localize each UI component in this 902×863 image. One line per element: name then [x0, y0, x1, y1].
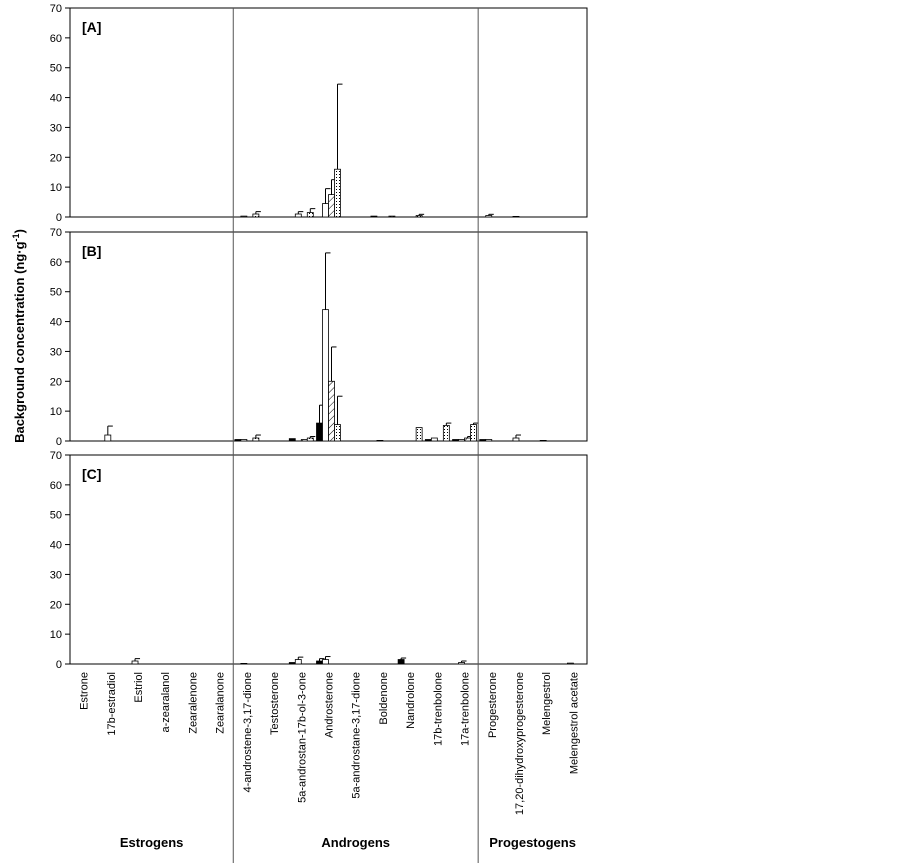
bar — [415, 215, 423, 218]
bar — [512, 216, 520, 218]
x-tick-label: 17b-trenbolone — [432, 672, 444, 746]
x-tick-label: Zearalenone — [187, 672, 199, 734]
bar — [294, 659, 302, 665]
y-tick-label: 50 — [50, 287, 62, 299]
bar — [397, 659, 405, 665]
x-tick-label: Nandrolone — [405, 672, 417, 729]
bar — [288, 438, 296, 442]
group-label: Progestogens — [489, 835, 576, 850]
bar — [415, 427, 423, 442]
bar — [566, 662, 574, 665]
bar — [328, 380, 335, 442]
y-tick-label: 10 — [50, 629, 62, 641]
y-tick-label: 50 — [50, 63, 62, 75]
y-tick-label: 30 — [50, 569, 62, 581]
bar — [512, 437, 520, 442]
x-tick-label: Zearalanone — [215, 672, 227, 734]
bar — [470, 424, 477, 442]
bar — [316, 660, 323, 665]
bar — [240, 215, 248, 218]
y-tick-label: 60 — [50, 257, 62, 269]
x-tick-label: Melengestrol acetate — [568, 672, 580, 774]
y-tick-label: 0 — [56, 212, 62, 224]
bar — [234, 439, 242, 442]
bar — [424, 439, 432, 442]
y-tick-label: 30 — [50, 122, 62, 134]
panel-label: [A] — [82, 19, 101, 35]
bar — [252, 437, 260, 442]
group-label: Androgens — [321, 835, 390, 850]
bar — [452, 439, 459, 442]
bar — [294, 213, 302, 218]
bar — [430, 437, 438, 442]
panel-label: [C] — [82, 466, 101, 482]
y-tick-label: 20 — [50, 599, 62, 611]
x-tick-label: 17a-trenbolone — [460, 672, 472, 746]
y-tick-label: 70 — [50, 3, 62, 15]
bar — [306, 437, 314, 442]
y-axis-title: Background concentration (ng·g-1) — [11, 229, 27, 443]
bar — [322, 309, 329, 442]
x-tick-label: Progesterone — [487, 672, 499, 738]
bar — [240, 439, 248, 442]
panel-frame — [69, 454, 588, 665]
y-tick-label: 20 — [50, 152, 62, 164]
x-tick-label: 17b-estradiol — [106, 672, 118, 736]
bar — [485, 439, 493, 442]
bar — [300, 439, 308, 442]
x-tick-label: Testosterone — [269, 672, 281, 735]
x-tick-label: 4-androstene-3,17-dione — [242, 672, 254, 792]
x-tick-label: 17,20-dihydroxyprogesterone — [514, 672, 526, 815]
bar — [322, 203, 329, 218]
bar — [328, 194, 335, 218]
bar — [485, 215, 493, 218]
bar — [252, 213, 260, 218]
y-tick-label: 70 — [50, 450, 62, 462]
bar — [306, 212, 314, 218]
y-tick-label: 20 — [50, 376, 62, 388]
x-tick-label: Estrone — [79, 672, 91, 710]
panel-label: [B] — [82, 243, 101, 259]
x-tick-label: Melengestrol — [541, 672, 553, 735]
x-tick-label: Androsterone — [324, 672, 336, 738]
x-tick-label: Estriol — [133, 672, 145, 703]
bar — [322, 659, 329, 665]
y-tick-label: 10 — [50, 406, 62, 418]
bar — [458, 662, 465, 665]
bar — [442, 425, 450, 442]
bar — [334, 168, 341, 218]
x-tick-label: 5a-androstan-17b-ol-3-one — [296, 672, 308, 803]
y-tick-label: 70 — [50, 227, 62, 239]
bar — [240, 663, 248, 665]
y-tick-label: 40 — [50, 93, 62, 105]
panel-frame — [69, 7, 588, 218]
y-tick-label: 40 — [50, 317, 62, 329]
bar — [388, 215, 396, 218]
y-tick-label: 10 — [50, 182, 62, 194]
y-tick-label: 0 — [56, 659, 62, 671]
x-tick-label: Boldenone — [378, 672, 390, 725]
x-tick-label: a-zearalanol — [160, 672, 172, 733]
bar — [464, 437, 471, 442]
bar — [458, 439, 465, 442]
y-tick-label: 30 — [50, 346, 62, 358]
y-tick-label: 60 — [50, 33, 62, 45]
bar — [479, 439, 487, 442]
bar — [539, 440, 547, 442]
y-tick-label: 50 — [50, 510, 62, 522]
bar — [104, 434, 112, 442]
bar — [370, 215, 378, 218]
bar — [131, 660, 139, 665]
bar — [288, 662, 296, 665]
bar — [376, 440, 384, 442]
x-tick-label: 5a-androstane-3,17-dione — [351, 672, 363, 799]
y-tick-label: 0 — [56, 436, 62, 448]
y-tick-label: 40 — [50, 540, 62, 552]
group-label: Estrogens — [120, 835, 184, 850]
y-tick-label: 60 — [50, 480, 62, 492]
bar — [316, 422, 323, 442]
bar — [334, 424, 341, 442]
